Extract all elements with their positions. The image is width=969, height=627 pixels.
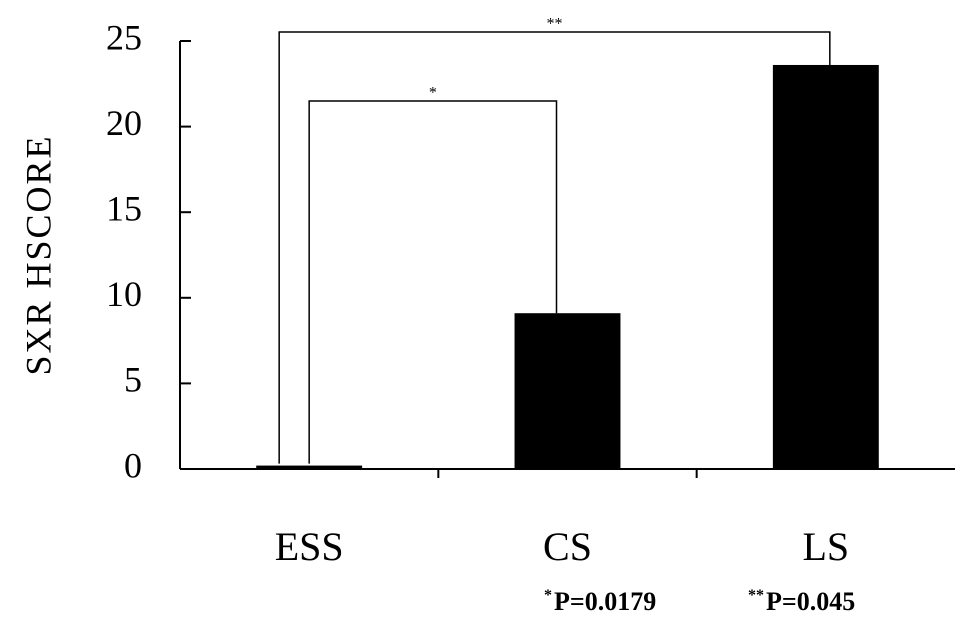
footnote-text: P=0.0179 (554, 587, 656, 616)
significance-bracket (308, 100, 558, 464)
bar (256, 465, 363, 469)
footnote-text: P=0.045 (766, 587, 855, 616)
footnote-mark: ** (748, 587, 764, 604)
x-tick-label: CS (543, 524, 592, 569)
footnote: **P=0.045 (748, 587, 855, 616)
significance-bracket (278, 31, 831, 464)
footnote: *P=0.0179 (544, 587, 656, 616)
y-tick-label: 0 (124, 445, 142, 485)
y-tick-label: 5 (124, 360, 142, 400)
footnote-mark: * (544, 587, 552, 604)
y-tick-label: 20 (106, 103, 142, 143)
y-tick-label: 10 (106, 274, 142, 314)
y-tick-label: 25 (106, 17, 142, 57)
x-tick-label: LS (802, 524, 849, 569)
significance-star: * (429, 85, 437, 102)
bar (514, 313, 621, 469)
y-axis-label: SXR HSCORE (18, 134, 58, 375)
bar (772, 64, 879, 469)
y-tick-label: 15 (106, 188, 142, 228)
significance-star: ** (547, 16, 563, 33)
x-tick-label: ESS (275, 524, 344, 569)
